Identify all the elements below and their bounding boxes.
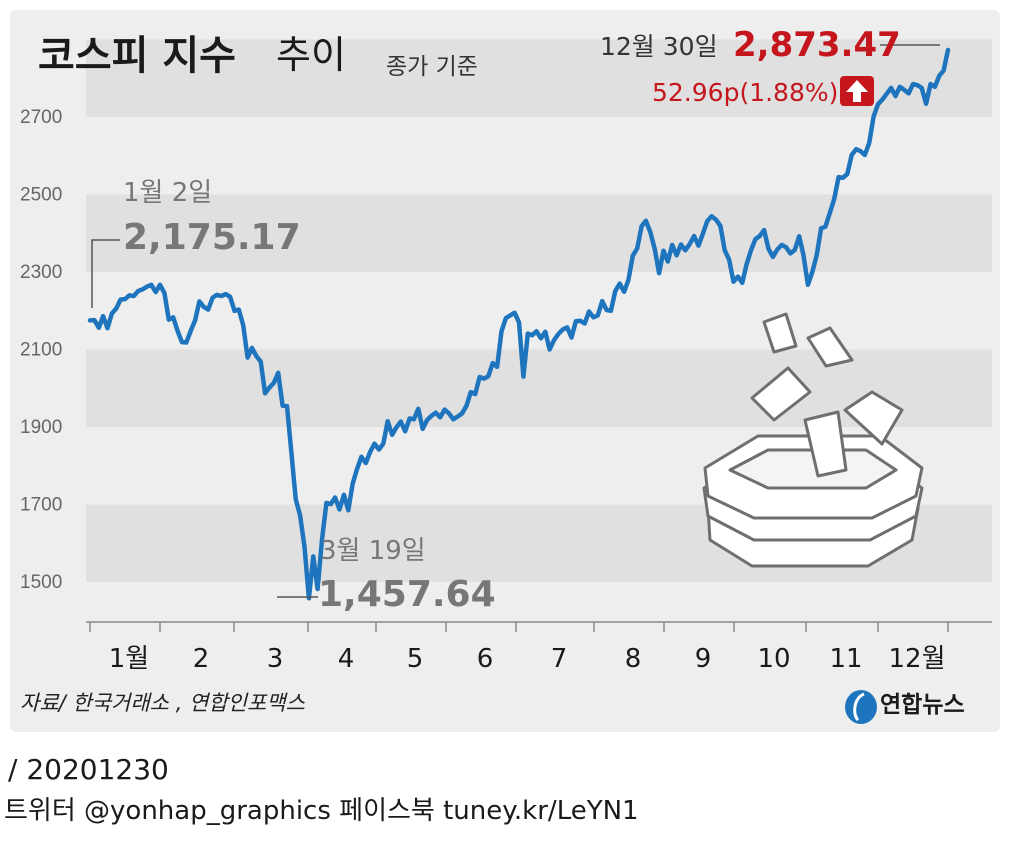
- x-tick-label: 11: [829, 644, 862, 674]
- start-leader-line: [91, 239, 120, 308]
- chart-title-sub: 추이: [276, 33, 346, 77]
- low-value-label: 1,457.64: [318, 574, 496, 615]
- y-tick-label: 2700: [20, 107, 62, 128]
- x-tick-label: 5: [407, 644, 424, 674]
- x-tick-label: 12월: [888, 644, 945, 674]
- y-tick-label: 2500: [20, 185, 62, 206]
- end-change-label: 52.96p(1.88%): [652, 78, 839, 107]
- x-tick-label: 3: [267, 644, 284, 674]
- start-value-label: 2,175.17: [123, 217, 301, 258]
- x-tick-label: 1월: [109, 644, 149, 674]
- y-tick-label: 2300: [20, 262, 62, 283]
- x-tick-label: 2: [193, 644, 210, 674]
- low-date-label: 3월 19일: [320, 536, 426, 566]
- x-tick-label: 6: [477, 644, 494, 674]
- up-arrow-icon: [840, 76, 874, 106]
- chart-title: 코스피 지수: [38, 33, 236, 79]
- y-tick-label: 1500: [20, 572, 62, 593]
- y-tick-label: 1900: [20, 417, 62, 438]
- end-date-label: 12월 30일: [600, 32, 718, 61]
- grid-band: [86, 194, 992, 272]
- yonhap-logo: [842, 688, 992, 726]
- social-credit: 트위터 @yonhap_graphics 페이스북 tuney.kr/LeYN1: [4, 796, 639, 826]
- end-value-label: 2,873.47: [733, 25, 901, 65]
- chart-subtitle: 종가 기준: [386, 54, 478, 80]
- source-credit: 자료/ 한국거래소 , 연합인포맥스: [20, 691, 305, 715]
- paper-bowl-illustration: [702, 312, 924, 568]
- x-tick-label: 9: [695, 644, 712, 674]
- x-tick-label: 4: [338, 644, 355, 674]
- start-date-label: 1월 2일: [123, 178, 213, 208]
- x-tick-label: 8: [625, 644, 642, 674]
- x-tick-label: 7: [551, 644, 568, 674]
- x-tick-label: 10: [757, 644, 790, 674]
- y-tick-label: 2100: [20, 340, 62, 361]
- kospi-series-line: [87, 47, 951, 601]
- y-tick-label: 1700: [20, 495, 62, 516]
- logo-text: 연합뉴스: [880, 692, 965, 718]
- publish-date: / 20201230: [8, 753, 169, 786]
